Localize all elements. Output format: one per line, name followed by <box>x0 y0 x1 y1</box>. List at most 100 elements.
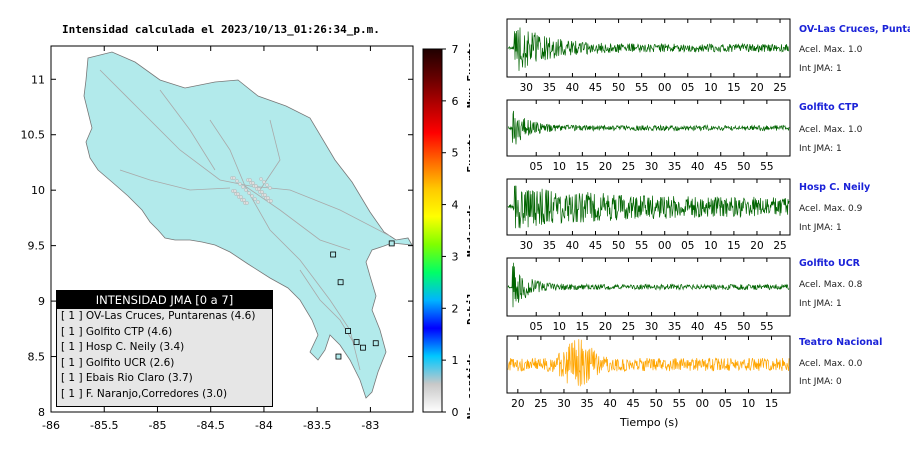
waveform-tick-label: 50 <box>612 82 625 94</box>
waveform-panel: 30 35 40 45 50 55 00 05 10 15 20 25 <box>506 18 791 94</box>
colorbar-tick-label: 1 <box>452 354 459 367</box>
map-x-tick-label: -84.5 <box>196 419 224 432</box>
waveform-tick-label: 30 <box>520 82 533 94</box>
map-y-tick-label: 8 <box>38 406 45 419</box>
waveform-trace <box>507 27 790 71</box>
trace-int-jma: Int JMA: 1 <box>799 299 842 309</box>
waveform-tick-label: 40 <box>691 161 704 173</box>
map-y-tick-label: 10 <box>31 184 45 197</box>
waveform-tick-label: 20 <box>599 161 612 173</box>
map-x-ticks: -86 -85.5 -85 -84.5 -84 -83.5 -83 <box>42 46 379 432</box>
waveform-tick-label: 10 <box>553 321 566 333</box>
trace-station-name: OV-Las Cruces, Puntar <box>799 24 910 35</box>
trace-station-name: Golfito UCR <box>799 258 860 269</box>
waveform-tick-label: 55 <box>673 398 686 410</box>
waveform-tick-label: 40 <box>566 240 579 252</box>
waveform-tick-label: 05 <box>530 321 543 333</box>
waveform-trace <box>507 339 790 387</box>
legend-item: [ 1 ] Ebais Rio Claro (3.7) <box>61 372 193 384</box>
waveform-trace <box>507 185 790 229</box>
waveform-tick-label: 25 <box>534 398 547 410</box>
waveform-tick-label: 45 <box>714 321 727 333</box>
waveform-tick-label: 35 <box>580 398 593 410</box>
legend-item: [ 1 ] F. Naranjo,Corredores (3.0) <box>61 387 228 400</box>
legend-item: [ 1 ] Golfito CTP (4.6) <box>61 325 173 338</box>
waveform-tick-label: 15 <box>576 321 589 333</box>
waveform-tick-label: 20 <box>750 240 763 252</box>
waveform-tick-label: 05 <box>681 82 694 94</box>
station-marker <box>335 353 342 360</box>
waveform-tick-label: 00 <box>658 82 671 94</box>
map-y-tick-label: 9.5 <box>28 240 46 253</box>
station-marker <box>337 279 344 286</box>
waveform-tick-label: 05 <box>719 398 732 410</box>
waveform-tick-label: 15 <box>765 398 778 410</box>
colorbar-tick-label: 0 <box>452 406 459 419</box>
colorbar-tick-label: 3 <box>452 250 459 263</box>
waveform-tick-label: 10 <box>704 82 717 94</box>
waveform-tick-label: 25 <box>622 161 635 173</box>
waveform-tick-label: 50 <box>650 398 663 410</box>
waveform-tick-label: 10 <box>742 398 755 410</box>
legend-item: [ 1 ] OV-Las Cruces, Puntarenas (4.6) <box>61 310 256 322</box>
map-x-tick-label: -85 <box>148 419 166 432</box>
waveform-tick-label: 45 <box>626 398 639 410</box>
colorbar-level-labels: No sentido Debil Moderado Fuerte Muy Fuerte <box>465 41 470 419</box>
trace-acel-max: Acel. Max. 0.8 <box>799 280 863 290</box>
trace-int-jma: Int JMA: 0 <box>799 377 842 387</box>
trace-int-jma: Int JMA: 1 <box>799 64 842 74</box>
waveform-tick-label: 35 <box>543 240 556 252</box>
waveform-tick-label: 15 <box>727 240 740 252</box>
waveform-tick-label: 40 <box>603 398 616 410</box>
waveform-panel: 05 10 15 20 25 30 35 40 45 50 55 <box>506 257 791 333</box>
waveform-tick-label: 40 <box>566 82 579 94</box>
waveform-tick-label: 50 <box>737 161 750 173</box>
trace-int-jma: Int JMA: 1 <box>799 223 842 233</box>
colorbar-tick-label: 2 <box>452 302 459 315</box>
waveform-trace <box>507 262 790 308</box>
legend-item: [ 1 ] Hosp C. Neily (3.4) <box>61 341 185 353</box>
waveform-panel: 05 10 15 20 25 30 35 40 45 50 55 <box>506 99 791 173</box>
colorbar-level-label: Debil <box>465 292 470 325</box>
colorbar-level-label: No sentido <box>465 353 470 420</box>
waveform-tick-label: 50 <box>737 321 750 333</box>
colorbar-level-label: Fuerte <box>465 132 470 172</box>
waveform-tick-label: 10 <box>704 240 717 252</box>
colorbar-ticks: 0 1 2 3 4 5 6 7 <box>442 43 459 419</box>
station-marker <box>330 251 337 258</box>
colorbar-level-label: Moderado <box>465 204 470 257</box>
waveform-tick-label: 05 <box>530 161 543 173</box>
waveform-tick-label: 20 <box>750 82 763 94</box>
waveform-tick-label: 15 <box>576 161 589 173</box>
station-marker <box>360 344 366 351</box>
intensity-colorbar <box>422 48 443 413</box>
waveform-tick-label: 55 <box>760 161 773 173</box>
colorbar-level-label: Muy Fuerte <box>465 41 470 108</box>
trace-acel-max: Acel. Max. 1.0 <box>799 125 863 135</box>
waveform-tick-label: 25 <box>773 82 786 94</box>
map-y-tick-label: 9 <box>38 295 45 308</box>
map-y-tick-label: 8.5 <box>28 351 46 364</box>
page-title: Intensidad calculada el 2023/10/13_01:26… <box>62 23 380 36</box>
map-x-tick-label: -85.5 <box>90 419 118 432</box>
waveform-trace <box>508 110 790 145</box>
waveform-tick-label: 30 <box>520 240 533 252</box>
waveform-tick-label: 45 <box>589 240 602 252</box>
legend-title: INTENSIDAD JMA [0 a 7] <box>57 291 272 309</box>
trace-station-name: Golfito CTP <box>799 102 859 113</box>
waveform-tick-label: 20 <box>599 321 612 333</box>
station-marker <box>372 340 379 347</box>
waveform-tick-label: 25 <box>622 321 635 333</box>
trace-station-name: Hosp C. Neily <box>799 182 871 193</box>
waveform-tick-label: 30 <box>557 398 570 410</box>
trace-int-jma: Int JMA: 1 <box>799 144 842 154</box>
trace-acel-max: Acel. Max. 1.0 <box>799 45 863 55</box>
waveform-tick-label: 50 <box>612 240 625 252</box>
waveform-tick-label: 00 <box>696 398 709 410</box>
costa-rica-land <box>83 51 413 399</box>
colorbar-tick-label: 5 <box>452 147 459 160</box>
station-marker <box>345 328 351 334</box>
legend-item: [ 1 ] Golfito UCR (2.6) <box>61 356 175 369</box>
waveform-tick-label: 55 <box>635 240 648 252</box>
